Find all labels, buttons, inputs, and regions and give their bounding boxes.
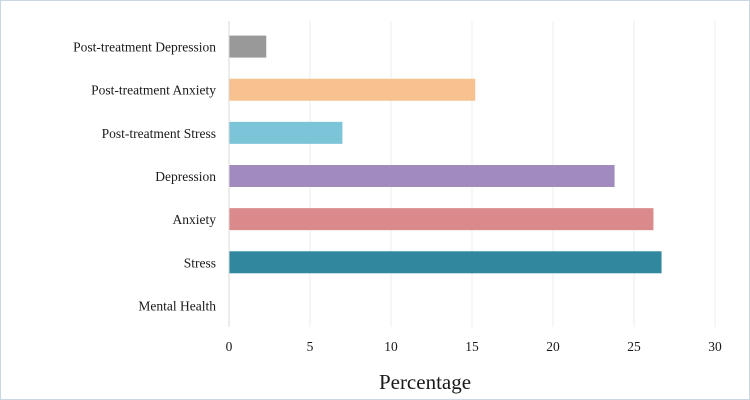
bar-post-treatment-anxiety [229, 78, 476, 101]
category-label: Post-treatment Depression [73, 40, 216, 55]
x-tick-label: 0 [226, 339, 233, 354]
category-label: Depression [155, 169, 216, 184]
bar-anxiety [229, 208, 654, 231]
x-tick-label: 5 [307, 339, 314, 354]
bars [229, 35, 662, 274]
category-label: Mental Health [138, 298, 216, 313]
bar-depression [229, 165, 615, 187]
category-labels: Post-treatment Depression Post-treatment … [73, 40, 216, 314]
category-label: Stress [184, 255, 216, 270]
x-tick-label: 15 [465, 339, 479, 354]
x-axis-title: Percentage [379, 370, 471, 394]
x-tick-label: 20 [546, 339, 560, 354]
x-tick-label: 25 [627, 339, 641, 354]
category-label: Post-treatment Anxiety [91, 83, 216, 98]
x-tick-label: 30 [708, 339, 722, 354]
x-tick-labels: 0 5 10 15 20 25 30 [226, 339, 722, 354]
category-label: Anxiety [173, 212, 217, 227]
x-tick-label: 10 [384, 339, 398, 354]
bar-stress [229, 251, 662, 274]
bar-post-treatment-stress [229, 121, 343, 144]
category-label: Post-treatment Stress [102, 126, 216, 141]
bar-post-treatment-depression [229, 35, 267, 58]
